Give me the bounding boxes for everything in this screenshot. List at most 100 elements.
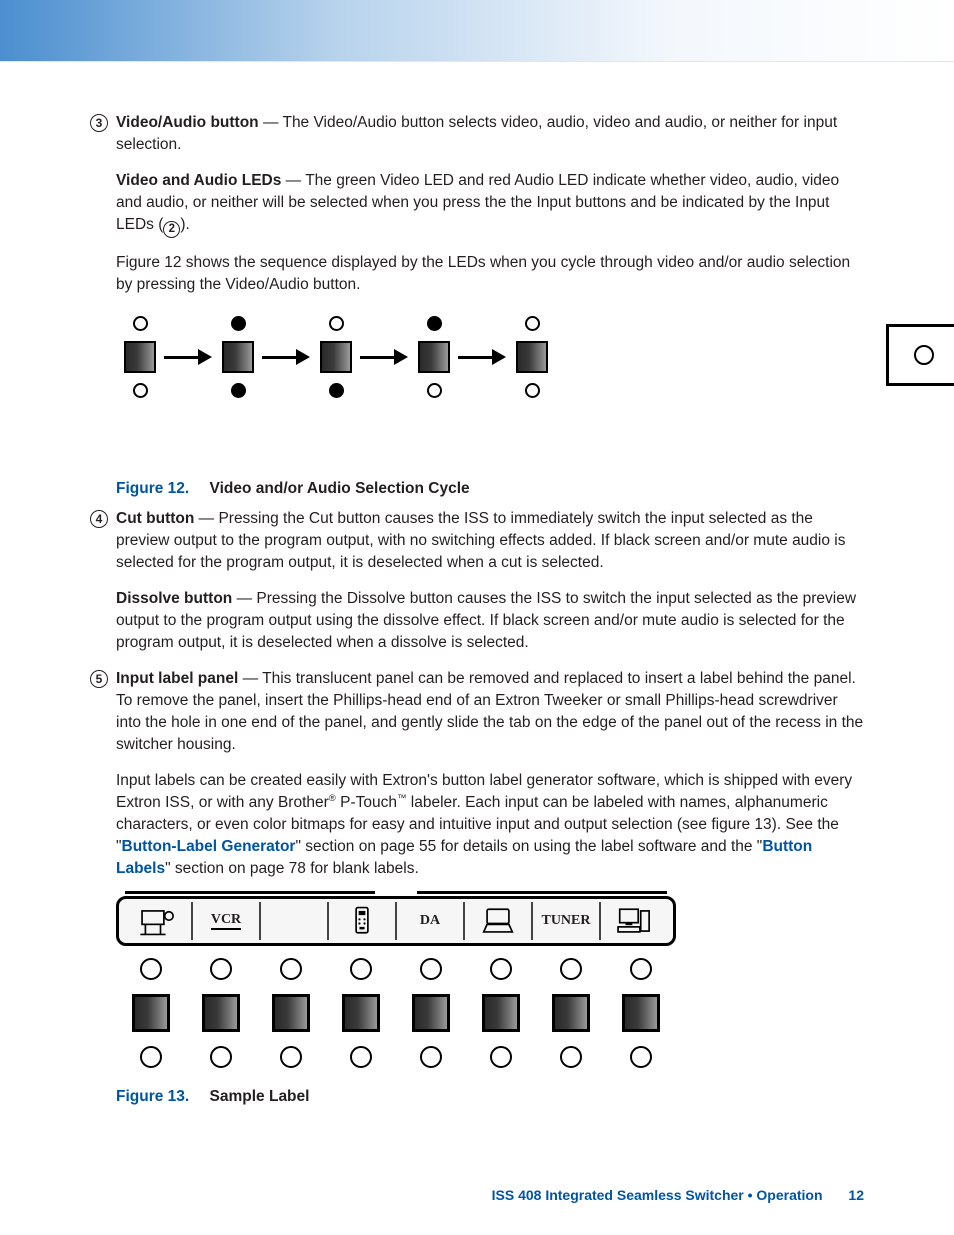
bottom-led	[133, 383, 148, 398]
bottom-led	[140, 1046, 162, 1068]
top-led	[231, 316, 246, 331]
input-label-panel-paragraph: Input label panel — This translucent pan…	[116, 668, 864, 756]
led-state	[516, 316, 548, 398]
slot-text: TUNER	[541, 913, 590, 929]
top-gradient-bar	[0, 0, 954, 62]
box-left-led	[914, 345, 934, 365]
footer-text: ISS 408 Integrated Seamless Switcher • O…	[492, 1187, 823, 1203]
item-3: 3 Video/Audio button — The Video/Audio b…	[90, 112, 864, 296]
video-audio-button-label: Video/Audio button	[116, 114, 259, 131]
callout-number-4: 4	[90, 510, 108, 528]
led-state	[124, 316, 156, 398]
figure-13-caption: Figure 13. Sample Label	[116, 1088, 864, 1106]
top-led	[329, 316, 344, 331]
cellphone-icon	[329, 902, 397, 940]
top-led	[525, 316, 540, 331]
panel-button-icon	[552, 994, 590, 1032]
label-slot: DA	[397, 902, 465, 940]
led-state	[418, 316, 450, 398]
input-labels-mid2: " section on page 55 for details on usin…	[295, 838, 762, 855]
top-led	[140, 958, 162, 980]
figure-13-diagram: VCR DA TUNER	[90, 896, 864, 1068]
figure-12-diagram	[90, 314, 864, 400]
figure-12-label: Figure 12.	[116, 480, 189, 497]
slot-text: DA	[420, 913, 440, 929]
bottom-led	[210, 1046, 232, 1068]
button-row	[116, 994, 676, 1032]
top-led	[350, 958, 372, 980]
led-state	[320, 316, 352, 398]
dissolve-button-label: Dissolve button	[116, 590, 232, 607]
laptop-icon	[465, 902, 533, 940]
panel-button-icon	[342, 994, 380, 1032]
page-footer: ISS 408 Integrated Seamless Switcher • O…	[492, 1187, 864, 1203]
bottom-led	[329, 383, 344, 398]
page-number: 12	[848, 1187, 864, 1203]
fig12-intro: Figure 12 shows the sequence displayed b…	[116, 252, 864, 296]
arrow-icon	[458, 350, 508, 364]
panel-button-icon	[320, 341, 352, 373]
panel-button-icon	[418, 341, 450, 373]
top-led	[630, 958, 652, 980]
item-4: 4 Cut button — Pressing the Cut button c…	[90, 508, 864, 654]
figure-12-caption: Figure 12. Video and/or Audio Selection …	[116, 480, 864, 498]
figure-13-title: Sample Label	[210, 1088, 310, 1105]
page-content: 3 Video/Audio button — The Video/Audio b…	[0, 62, 954, 1106]
inline-callout-2: 2	[163, 221, 180, 238]
figure-12-title: Video and/or Audio Selection Cycle	[210, 480, 470, 497]
bottom-led	[427, 383, 442, 398]
video-audio-button-paragraph: Video/Audio button — The Video/Audio but…	[116, 112, 864, 156]
panel-button-icon	[272, 994, 310, 1032]
label-slot: VCR	[193, 902, 261, 940]
cut-button-label: Cut button	[116, 510, 194, 527]
video-audio-leds-label: Video and Audio LEDs	[116, 172, 281, 189]
top-led	[280, 958, 302, 980]
top-led	[490, 958, 512, 980]
input-labels-paragraph: Input labels can be created easily with …	[116, 770, 864, 880]
callout-number-3: 3	[90, 114, 108, 132]
video-audio-leds-paragraph: Video and Audio LEDs — The green Video L…	[116, 170, 864, 238]
top-led-row	[116, 958, 676, 980]
final-state-box	[886, 324, 954, 386]
label-slot	[261, 902, 329, 940]
bottom-led-row	[116, 1046, 676, 1068]
bottom-led	[525, 383, 540, 398]
camcorder-icon	[125, 902, 193, 940]
panel-button-icon	[222, 341, 254, 373]
top-led	[427, 316, 442, 331]
panel-button-icon	[132, 994, 170, 1032]
bottom-led	[350, 1046, 372, 1068]
bottom-led	[630, 1046, 652, 1068]
bottom-led	[231, 383, 246, 398]
input-labels-post: " section on page 78 for blank labels.	[165, 860, 419, 877]
registered-mark: ®	[329, 793, 336, 804]
slot-text: VCR	[211, 912, 241, 930]
button-label-generator-link[interactable]: Button-Label Generator	[122, 838, 296, 855]
cut-button-body: — Pressing the Cut button causes the ISS…	[116, 510, 846, 571]
top-led	[560, 958, 582, 980]
figure-13-label: Figure 13.	[116, 1088, 189, 1105]
arrow-icon	[360, 350, 410, 364]
panel-button-icon	[516, 341, 548, 373]
callout-number-5: 5	[90, 670, 108, 688]
label-strip: VCR DA TUNER	[116, 896, 676, 946]
arrow-icon	[262, 350, 312, 364]
bottom-led	[560, 1046, 582, 1068]
bottom-led	[280, 1046, 302, 1068]
pc-icon	[601, 902, 667, 940]
item-5: 5 Input label panel — This translucent p…	[90, 668, 864, 880]
led-state	[222, 316, 254, 398]
bottom-led	[420, 1046, 442, 1068]
panel-button-icon	[124, 341, 156, 373]
cut-button-paragraph: Cut button — Pressing the Cut button cau…	[116, 508, 864, 574]
panel-button-icon	[622, 994, 660, 1032]
input-label-panel-label: Input label panel	[116, 670, 238, 687]
bottom-led	[490, 1046, 512, 1068]
top-led	[420, 958, 442, 980]
video-audio-leds-body-post: ).	[180, 216, 189, 233]
panel-button-icon	[412, 994, 450, 1032]
arrow-icon	[164, 350, 214, 364]
label-slot: TUNER	[533, 902, 601, 940]
dissolve-button-paragraph: Dissolve button — Pressing the Dissolve …	[116, 588, 864, 654]
panel-button-icon	[202, 994, 240, 1032]
